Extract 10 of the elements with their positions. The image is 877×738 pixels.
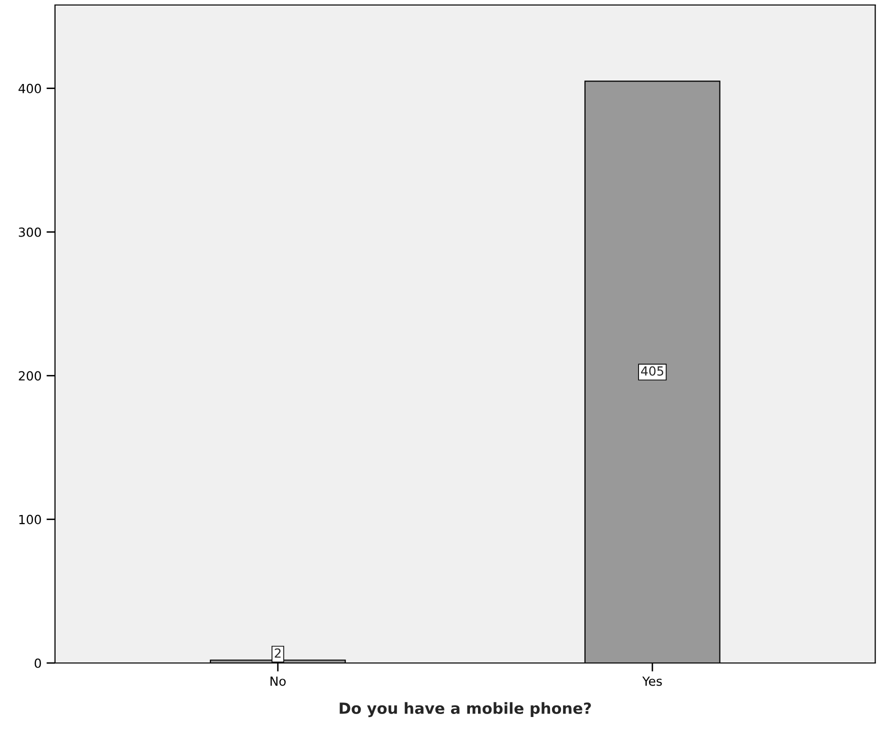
y-tick-label: 300	[18, 227, 41, 237]
data-label: 2	[274, 648, 281, 658]
y-tick-label: 400	[18, 84, 41, 94]
y-tick-label: 0	[34, 658, 41, 668]
x-axis-title: Do you have a mobile phone?	[340, 702, 591, 718]
y-tick-label: 200	[18, 371, 41, 381]
y-tick-label: 100	[19, 514, 41, 524]
x-tick-label: No	[270, 676, 286, 686]
x-tick-label: Yes	[642, 676, 662, 686]
data-label: 405	[641, 366, 664, 376]
